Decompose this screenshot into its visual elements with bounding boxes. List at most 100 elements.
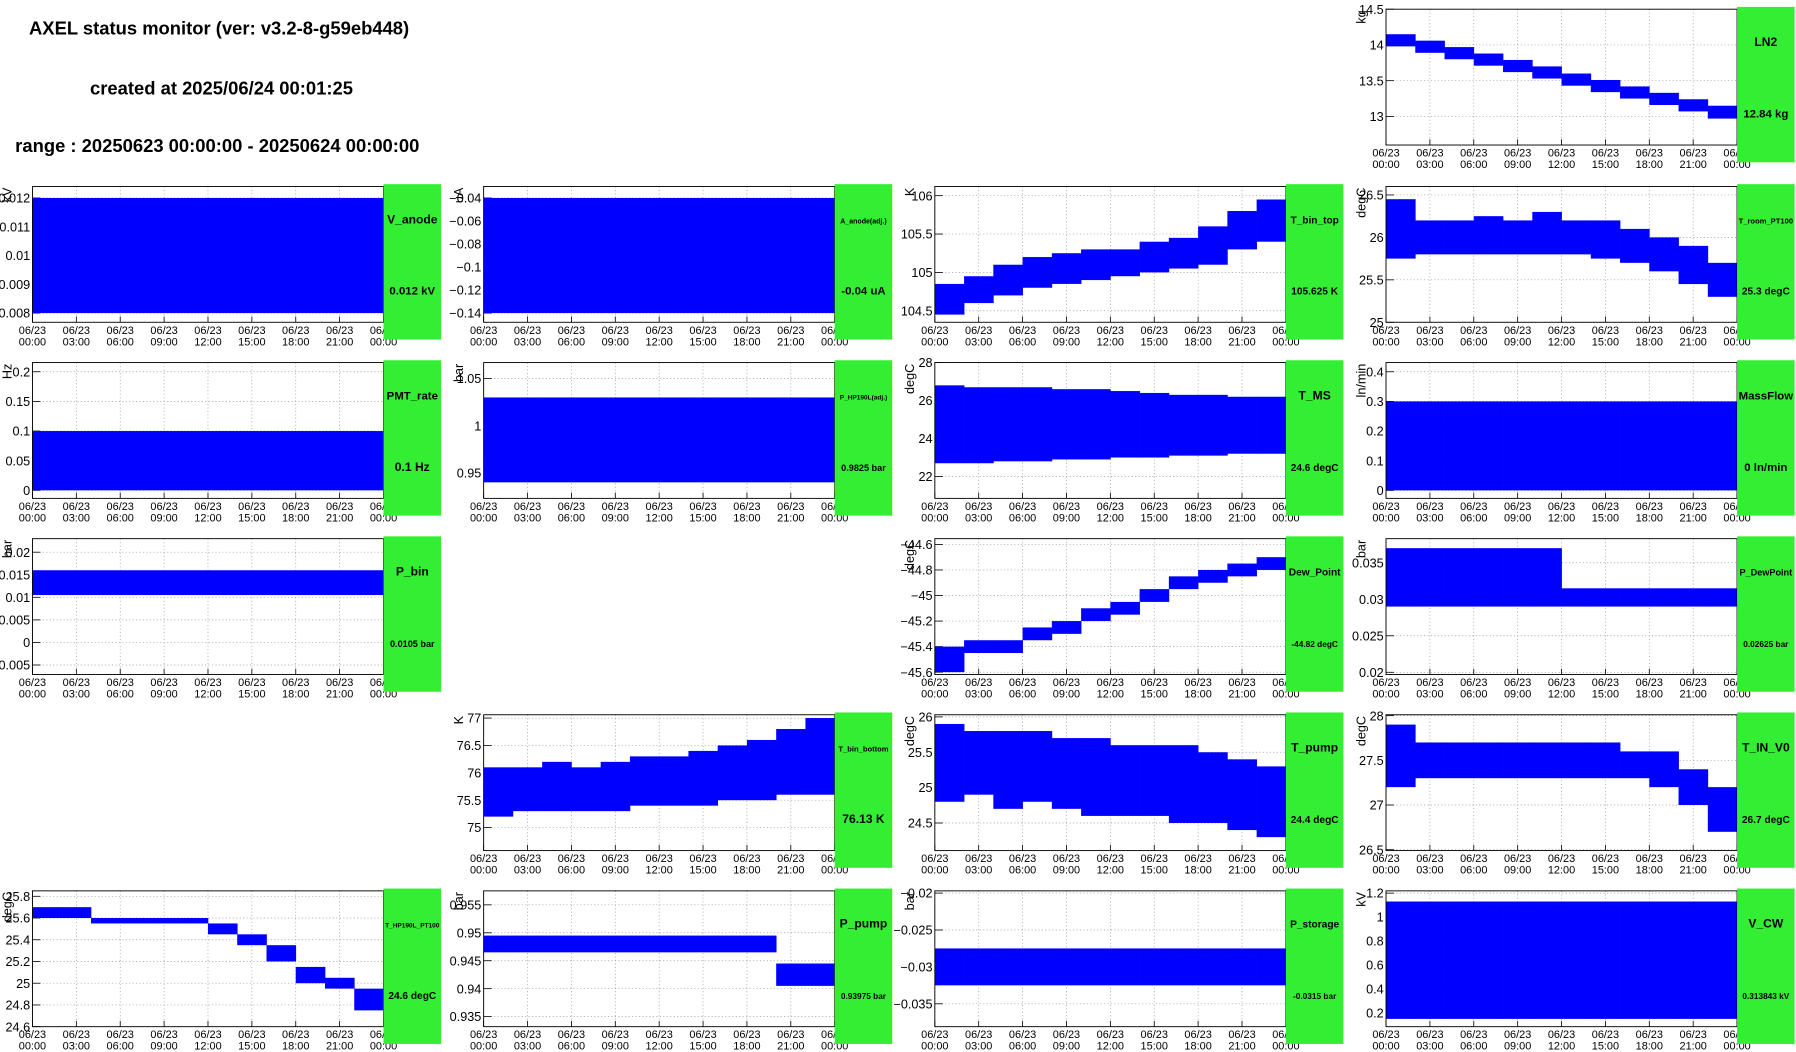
data-band — [149, 431, 180, 491]
x-tick-label: 06/23 — [1372, 853, 1399, 865]
data-band — [1168, 237, 1199, 269]
x-tick-label: 06/23 — [965, 501, 992, 513]
x-tick-label: 06/23 — [965, 853, 992, 865]
x-tick-label: 06/23 — [1372, 1029, 1399, 1041]
data-band — [295, 966, 326, 984]
y-tick-label: −44.8 — [900, 564, 932, 578]
x-tick-label: 06/23 — [19, 325, 46, 337]
y-tick-label: 0.035 — [1352, 556, 1384, 570]
data-band — [1649, 588, 1679, 607]
data-band — [600, 761, 631, 812]
data-band — [1256, 396, 1287, 454]
data-band — [1081, 948, 1111, 986]
data-band — [1678, 245, 1709, 285]
x-tick-label: 06/23 — [921, 325, 948, 337]
data-band — [1227, 563, 1257, 577]
panel: 0.020.0250.030.03506/2300:0006/2303:0006… — [1352, 536, 1795, 700]
channel-name: T_IN_V0 — [1742, 741, 1790, 755]
x-tick-label: 06/23 — [1592, 677, 1619, 689]
data-band — [1081, 738, 1111, 816]
x-tick-label: 06/23 — [965, 677, 992, 689]
data-band — [1198, 569, 1228, 583]
data-band — [1561, 742, 1592, 779]
x-tick-label: 15:00 — [689, 865, 716, 877]
data-band — [266, 197, 297, 314]
x-tick-label: 06:00 — [558, 336, 585, 348]
y-tick-label: 26.5 — [1359, 843, 1384, 857]
data-band — [1473, 901, 1504, 1019]
y-tick-label: 26 — [918, 394, 932, 408]
panel: −45.6−45.4−45.2−45−44.8−44.606/2300:0006… — [900, 536, 1344, 700]
x-tick-label: 12:00 — [1548, 159, 1575, 171]
data-band — [600, 397, 631, 483]
data-band — [1022, 948, 1053, 986]
data-band — [1081, 389, 1111, 460]
x-tick-label: 06/23 — [514, 325, 541, 337]
data-band — [1707, 401, 1738, 491]
x-tick-label: 06/23 — [1416, 325, 1443, 337]
x-tick-label: 06/23 — [1184, 853, 1211, 865]
x-tick-label: 06/23 — [1680, 501, 1707, 513]
data-band — [178, 918, 209, 924]
current-value: 0.9825 bar — [841, 463, 886, 473]
x-tick-label: 18:00 — [733, 512, 760, 524]
data-band — [90, 918, 121, 924]
data-band — [1444, 548, 1475, 607]
x-tick-label: 06/23 — [1636, 148, 1663, 160]
x-tick-label: 06/23 — [1592, 1029, 1619, 1041]
data-band — [207, 923, 238, 935]
y-tick-label: 1.2 — [1366, 887, 1384, 901]
data-band — [1110, 391, 1140, 458]
x-tick-label: 03:00 — [514, 865, 541, 877]
y-tick-label: 26 — [1370, 231, 1384, 245]
data-band — [964, 948, 994, 986]
x-tick-label: 06/23 — [150, 325, 177, 337]
data-band — [1198, 394, 1228, 456]
data-band — [629, 197, 660, 314]
data-band — [149, 918, 180, 924]
y-tick-label: 24.5 — [908, 817, 933, 831]
status-box — [1285, 888, 1344, 1044]
data-band — [776, 729, 806, 795]
data-band — [776, 963, 806, 986]
x-tick-label: 06/23 — [777, 1029, 804, 1041]
data-band — [1139, 241, 1170, 273]
y-axis-label: degC — [903, 716, 917, 746]
channel-name: T_bin_bottom — [838, 745, 888, 754]
x-tick-label: 06:00 — [558, 512, 585, 524]
channel-name: PMT_rate — [387, 390, 438, 402]
x-tick-label: 06/23 — [1053, 853, 1080, 865]
x-tick-label: 03:00 — [63, 336, 90, 348]
x-tick-label: 15:00 — [1592, 1041, 1619, 1052]
x-tick-label: 06/23 — [1184, 501, 1211, 513]
x-tick-label: 06/23 — [1680, 1029, 1707, 1041]
x-tick-label: 18:00 — [1636, 336, 1663, 348]
x-tick-label: 09:00 — [602, 865, 629, 877]
y-tick-label: 0.005 — [0, 613, 30, 627]
x-tick-label: 06/23 — [282, 677, 309, 689]
x-tick-label: 06/23 — [1460, 325, 1487, 337]
x-tick-label: 03:00 — [965, 1041, 992, 1052]
data-band — [1415, 220, 1445, 255]
data-band — [1110, 249, 1140, 277]
x-tick-label: 06/23 — [1504, 148, 1531, 160]
data-band — [1503, 901, 1533, 1019]
y-tick-label: 0.012 — [0, 192, 30, 206]
x-tick-label: 06/23 — [282, 501, 309, 513]
x-tick-label: 06/23 — [19, 1029, 46, 1041]
y-tick-label: −0.03 — [900, 960, 932, 974]
y-tick-label: −0.035 — [893, 997, 932, 1011]
data-band — [90, 197, 121, 314]
data-band — [1503, 742, 1533, 779]
y-tick-label: 106 — [911, 189, 932, 203]
data-band — [993, 264, 1023, 296]
x-tick-label: 06:00 — [1460, 336, 1487, 348]
data-band — [1168, 394, 1199, 456]
y-axis-label: degC — [1354, 716, 1368, 746]
data-band — [688, 397, 719, 483]
data-band — [237, 431, 267, 491]
y-tick-label: 0.4 — [1366, 365, 1384, 379]
data-band — [1707, 588, 1738, 607]
data-band — [629, 397, 660, 483]
x-tick-label: 06/23 — [965, 325, 992, 337]
